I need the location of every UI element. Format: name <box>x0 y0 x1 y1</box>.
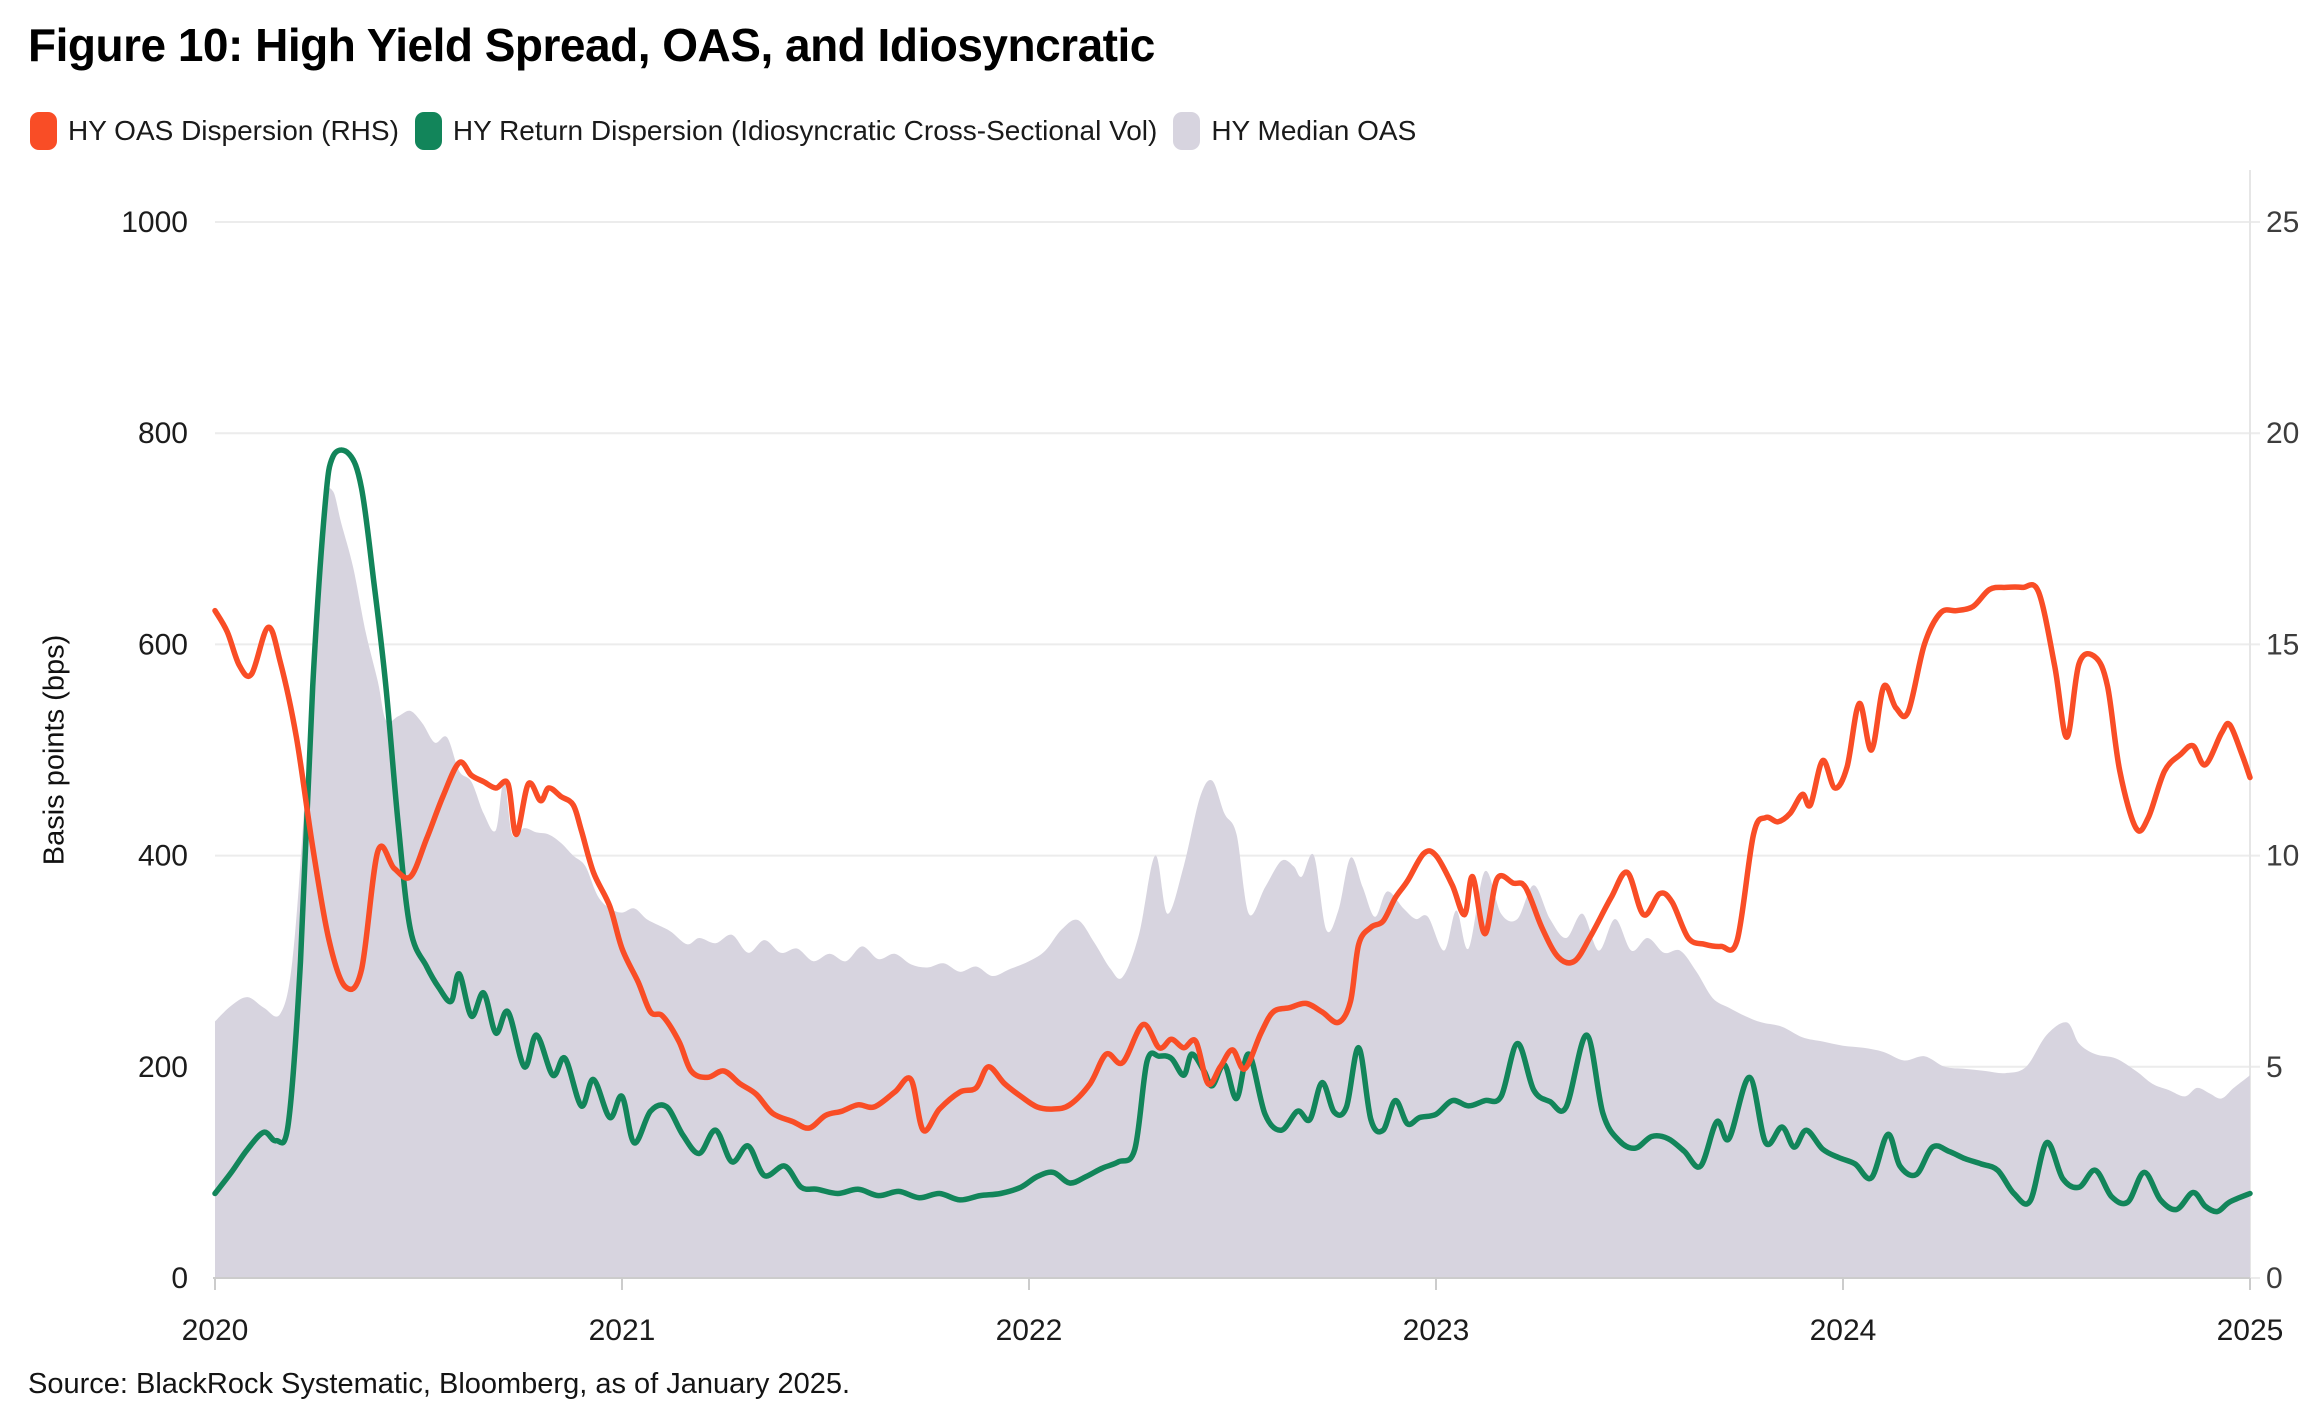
legend-item-hy-return-dispersion: HY Return Dispersion (Idiosyncratic Cros… <box>414 112 1158 150</box>
series-area-hy-median-oas <box>215 488 2250 1278</box>
legend-label: HY Return Dispersion (Idiosyncratic Cros… <box>452 115 1158 146</box>
legend-label: HY OAS Dispersion (RHS) <box>68 115 399 146</box>
legend: HY OAS Dispersion (RHS) HY Return Disper… <box>30 112 1416 150</box>
legend-swatch-green <box>414 112 442 150</box>
y-axis-right-tick-label: 5 <box>2266 1051 2283 1084</box>
x-axis-tick-label: 2022 <box>996 1314 1063 1347</box>
x-axis-tick-label: 2023 <box>1403 1314 1470 1347</box>
y-axis-left-tick-label: 200 <box>138 1051 188 1084</box>
source-note: Source: BlackRock Systematic, Bloomberg,… <box>28 1368 851 1400</box>
x-axis-tick-label: 2020 <box>182 1314 249 1347</box>
y-axis-left-tick-label: 400 <box>138 840 188 873</box>
x-axis-tick-label: 2024 <box>1810 1314 1877 1347</box>
y-axis-left-tick-label: 800 <box>138 417 188 450</box>
y-axis-left-tick-label: 0 <box>171 1262 188 1295</box>
y-axis-right-tick-label: 20 <box>2266 417 2299 450</box>
legend-item-hy-oas-dispersion: HY OAS Dispersion (RHS) <box>30 112 399 150</box>
y-axis-left-tick-label: 600 <box>138 628 188 661</box>
legend-item-hy-median-oas: HY Median OAS <box>1173 112 1416 150</box>
y-axis-right-tick-label: 10 <box>2266 840 2299 873</box>
y-axis-title: Basis points (bps) <box>38 634 71 866</box>
legend-swatch-orange <box>30 112 57 150</box>
series-line-hy-oas-dispersion <box>212 581 2253 1134</box>
x-axis-tick-label: 2021 <box>589 1314 656 1347</box>
legend-label: HY Median OAS <box>1211 115 1417 146</box>
y-axis-right-tick-label: 25 <box>2266 206 2299 239</box>
y-axis-right-tick-label: 0 <box>2266 1262 2283 1295</box>
y-axis-right-tick-label: 15 <box>2266 628 2299 661</box>
legend-swatch-gray <box>1173 112 1201 150</box>
x-axis-tick-label: 2025 <box>2217 1314 2284 1347</box>
figure-title: Figure 10: High Yield Spread, OAS, and I… <box>28 19 1155 71</box>
y-axis-left-tick-label: 1000 <box>121 206 188 239</box>
